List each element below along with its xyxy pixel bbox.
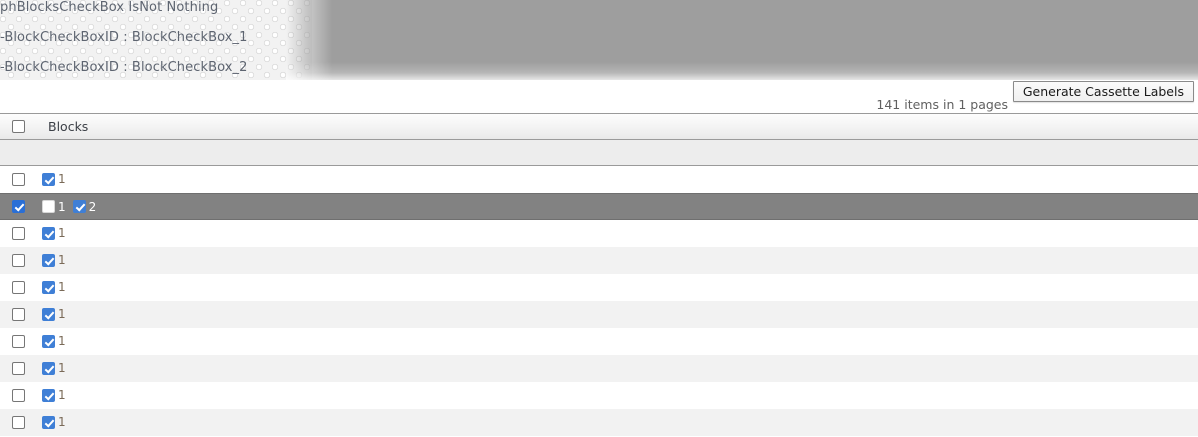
block-number-label: 1: [58, 226, 66, 240]
row-select-checkbox[interactable]: [11, 172, 25, 186]
row-select-checkbox[interactable]: [11, 280, 25, 294]
banner-text-line-2: -BlockCheckBoxID : BlockCheckBox_1: [0, 30, 248, 45]
block-number-label: 1: [58, 172, 66, 186]
block-number-label: 1: [58, 415, 66, 429]
block-chip[interactable]: 1: [42, 172, 66, 186]
row-select-checkbox[interactable]: [11, 200, 25, 213]
table-row[interactable]: 1: [0, 328, 1198, 355]
block-number-label: 1: [58, 253, 66, 267]
block-number-label: 2: [88, 199, 97, 214]
header-select-cell: [0, 120, 36, 133]
table-row[interactable]: 1: [0, 301, 1198, 328]
table-row[interactable]: 1: [0, 274, 1198, 301]
header-blocks-cell: Blocks: [36, 119, 1198, 134]
column-header-blocks[interactable]: Blocks: [48, 119, 89, 134]
block-chip[interactable]: 1: [42, 388, 66, 402]
block-chip[interactable]: 1: [42, 415, 66, 429]
grid-header-row: Blocks: [0, 114, 1198, 140]
row-select-checkbox[interactable]: [11, 361, 25, 375]
block-checkbox[interactable]: [72, 200, 86, 213]
table-row[interactable]: 1: [0, 382, 1198, 409]
row-select-checkbox[interactable]: [11, 415, 25, 429]
row-blocks-cell: 1: [36, 307, 1198, 321]
table-row[interactable]: 1: [0, 247, 1198, 274]
row-blocks-cell: 1: [36, 280, 1198, 294]
row-select-cell[interactable]: [0, 415, 36, 429]
banner-text-line-3: -BlockCheckBoxID : BlockCheckBox_2: [0, 60, 248, 75]
block-chip[interactable]: 1: [42, 280, 66, 294]
block-chip[interactable]: 1: [42, 226, 66, 240]
block-chip[interactable]: 1: [42, 200, 66, 213]
block-checkbox[interactable]: [42, 226, 55, 240]
table-row[interactable]: 1: [0, 220, 1198, 247]
block-chip[interactable]: 1: [42, 307, 66, 321]
row-blocks-cell: 1: [36, 253, 1198, 267]
block-number-label: 1: [58, 199, 66, 214]
row-select-cell[interactable]: [0, 253, 36, 267]
row-select-checkbox[interactable]: [11, 253, 25, 267]
row-select-checkbox[interactable]: [11, 226, 25, 240]
blurred-gray-overlay-fade: [286, 62, 1198, 80]
row-select-cell[interactable]: [0, 334, 36, 348]
select-all-checkbox[interactable]: [11, 120, 25, 133]
table-row[interactable]: 1: [0, 409, 1198, 436]
block-checkbox[interactable]: [42, 172, 55, 186]
top-banner: phBlocksCheckBox IsNot Nothing -BlockChe…: [0, 0, 1198, 80]
row-select-cell[interactable]: [0, 226, 36, 240]
toolbar: 141 items in 1 pages Generate Cassette L…: [0, 80, 1198, 113]
block-chip[interactable]: 2: [72, 199, 97, 214]
block-checkbox[interactable]: [42, 307, 55, 321]
block-checkbox[interactable]: [42, 253, 55, 267]
block-chip[interactable]: 1: [42, 253, 66, 267]
row-blocks-cell: 1: [36, 388, 1198, 402]
table-row[interactable]: 1: [0, 355, 1198, 382]
generate-cassette-labels-button[interactable]: Generate Cassette Labels: [1012, 81, 1194, 102]
block-number-label: 1: [58, 334, 66, 348]
row-blocks-cell: 1: [36, 226, 1198, 240]
row-blocks-cell: 1: [36, 334, 1198, 348]
block-checkbox[interactable]: [42, 334, 55, 348]
block-checkbox[interactable]: [42, 280, 55, 294]
row-select-cell[interactable]: [0, 361, 36, 375]
row-select-checkbox[interactable]: [11, 388, 25, 402]
row-select-cell[interactable]: [0, 307, 36, 321]
block-chip[interactable]: 1: [42, 361, 66, 375]
block-checkbox[interactable]: [42, 415, 55, 429]
row-select-cell[interactable]: [0, 388, 36, 402]
row-select-checkbox[interactable]: [11, 307, 25, 321]
row-select-cell[interactable]: [0, 200, 36, 213]
row-select-checkbox[interactable]: [11, 334, 25, 348]
block-number-label: 1: [58, 280, 66, 294]
row-select-cell[interactable]: [0, 280, 36, 294]
banner-text-line-1: phBlocksCheckBox IsNot Nothing: [0, 0, 219, 15]
block-number-label: 1: [58, 361, 66, 375]
dotted-texture-background: [0, 0, 312, 80]
row-blocks-cell: 1: [36, 415, 1198, 429]
row-blocks-cell: 1: [36, 361, 1198, 375]
table-row[interactable]: 1: [0, 166, 1198, 193]
grid-filter-row: [0, 140, 1198, 166]
block-checkbox[interactable]: [42, 200, 55, 213]
block-number-label: 1: [58, 388, 66, 402]
block-checkbox[interactable]: [42, 361, 55, 375]
items-count-label: 141 items in 1 pages: [876, 97, 1008, 112]
block-number-label: 1: [58, 307, 66, 321]
block-chip[interactable]: 1: [42, 334, 66, 348]
row-blocks-cell: 1: [36, 172, 1198, 186]
block-checkbox[interactable]: [42, 388, 55, 402]
row-select-cell[interactable]: [0, 172, 36, 186]
